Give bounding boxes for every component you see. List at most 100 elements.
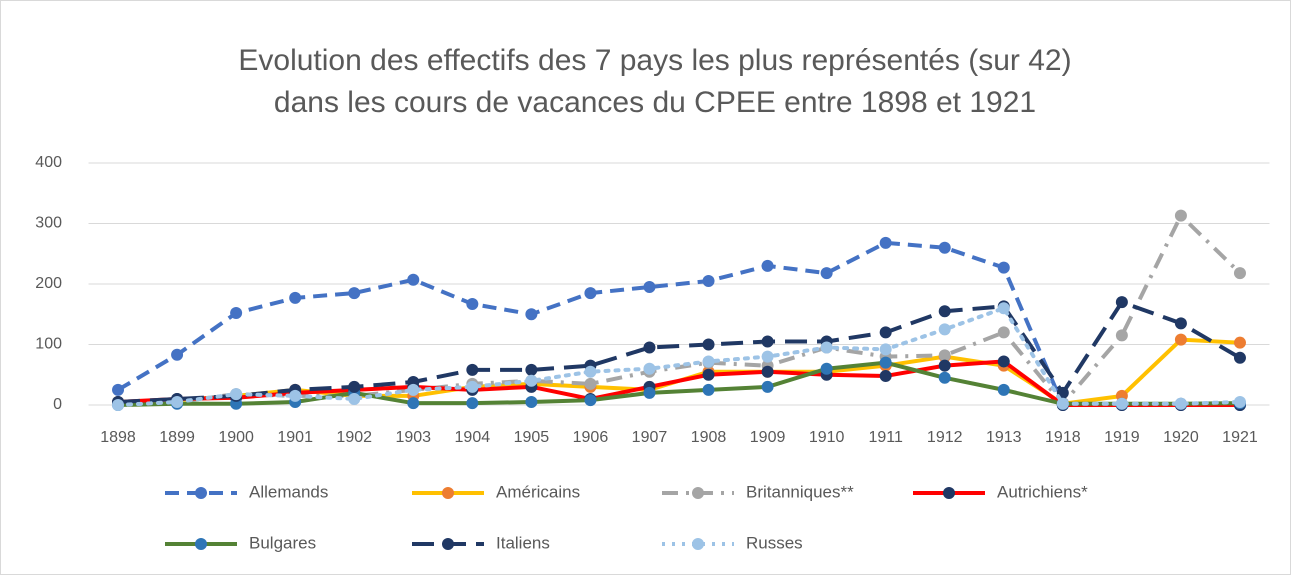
x-tick-label: 1909 — [750, 429, 786, 446]
data-point — [584, 287, 597, 300]
legend-label: Américains — [496, 482, 580, 501]
data-point — [525, 363, 538, 376]
data-point — [584, 365, 597, 378]
x-tick-label: 1921 — [1222, 429, 1258, 446]
legend-label: Bulgares — [249, 533, 316, 552]
data-point — [171, 395, 184, 408]
data-point — [702, 355, 715, 368]
data-point — [1233, 395, 1246, 408]
x-tick-label: 1902 — [336, 429, 372, 446]
legend-marker — [195, 538, 207, 550]
data-point — [525, 395, 538, 408]
chart-title: dans les cours de vacances du CPEE entre… — [274, 86, 1036, 119]
x-tick-label: 1918 — [1045, 429, 1081, 446]
data-point — [230, 307, 243, 320]
data-point — [643, 341, 656, 354]
data-point — [820, 362, 833, 375]
legend-label: Russes — [746, 533, 803, 552]
y-tick-label: 200 — [35, 275, 62, 292]
data-point — [348, 392, 361, 405]
data-point — [879, 343, 892, 356]
legend-label: Britanniques** — [746, 482, 854, 501]
data-point — [702, 383, 715, 396]
data-point — [761, 259, 774, 272]
x-tick-label: 1908 — [691, 429, 727, 446]
data-point — [1233, 336, 1246, 349]
data-point — [466, 397, 479, 410]
data-point — [643, 386, 656, 399]
data-point — [879, 369, 892, 382]
x-tick-label: 1913 — [986, 429, 1022, 446]
legend-marker — [195, 487, 207, 499]
data-point — [997, 326, 1010, 339]
data-point — [171, 348, 184, 361]
data-point — [997, 355, 1010, 368]
legend-marker — [442, 487, 454, 499]
series-line — [117, 359, 1240, 407]
data-point — [938, 241, 951, 254]
x-tick-label: 1906 — [573, 429, 609, 446]
legend-marker — [943, 487, 955, 499]
y-tick-label: 100 — [35, 336, 62, 353]
data-point — [584, 377, 597, 390]
data-point — [820, 267, 833, 280]
data-point — [112, 399, 125, 411]
x-tick-label: 1899 — [159, 429, 195, 446]
x-tick-label: 1898 — [100, 429, 136, 446]
data-point — [230, 388, 243, 401]
data-point — [525, 374, 538, 387]
data-point — [466, 363, 479, 376]
data-point — [407, 383, 420, 396]
y-tick-label: 0 — [53, 396, 62, 413]
series-line — [117, 212, 1242, 407]
chart-title: Evolution des effectifs des 7 pays les p… — [238, 44, 1071, 77]
data-point — [1233, 267, 1246, 280]
legend-label: Italiens — [496, 533, 550, 552]
x-tick-label: 1920 — [1163, 429, 1199, 446]
series-line — [116, 305, 1242, 407]
data-point — [1233, 351, 1246, 364]
series-line — [117, 240, 1240, 407]
data-point — [1174, 209, 1187, 222]
data-point — [348, 380, 361, 393]
data-point — [407, 273, 420, 286]
data-point — [997, 261, 1010, 274]
legend-marker — [692, 538, 704, 550]
legend-marker — [442, 538, 454, 550]
data-point — [1056, 397, 1069, 410]
data-point — [112, 383, 125, 396]
x-tick-label: 1910 — [809, 429, 845, 446]
data-point — [938, 359, 951, 372]
data-point — [997, 383, 1010, 396]
y-tick-label: 300 — [35, 215, 62, 232]
data-point — [761, 365, 774, 378]
x-tick-label: 1907 — [632, 429, 668, 446]
data-point — [1115, 296, 1128, 309]
data-point — [702, 368, 715, 381]
x-tick-label: 1904 — [455, 429, 491, 446]
data-point — [1174, 333, 1187, 346]
data-point — [1115, 329, 1128, 342]
data-point — [1174, 397, 1187, 410]
data-point — [466, 297, 479, 310]
data-point — [584, 394, 597, 407]
x-tick-label: 1911 — [868, 429, 903, 446]
data-point — [938, 349, 951, 362]
data-point — [643, 281, 656, 294]
data-point — [938, 305, 951, 318]
data-point — [761, 350, 774, 363]
x-tick-label: 1901 — [277, 429, 313, 446]
y-tick-label: 400 — [35, 154, 62, 171]
legend-marker — [692, 487, 704, 499]
data-point — [938, 371, 951, 384]
data-point — [820, 341, 833, 354]
data-point — [466, 380, 479, 393]
series-line — [117, 360, 1240, 407]
x-tick-label: 1919 — [1104, 429, 1140, 446]
x-tick-label: 1903 — [395, 429, 431, 446]
data-point — [702, 338, 715, 351]
x-tick-label: 1905 — [514, 429, 550, 446]
data-point — [761, 380, 774, 393]
data-point — [1115, 397, 1128, 410]
